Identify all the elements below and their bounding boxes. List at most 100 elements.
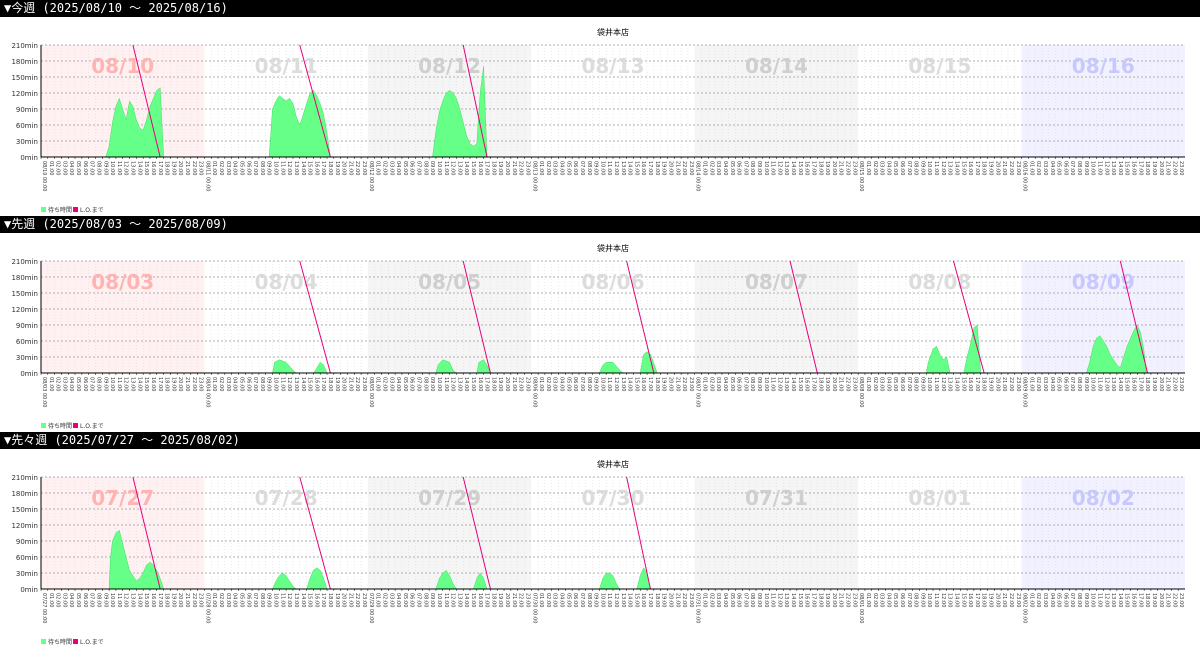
x-tick-label: 21:00 — [838, 161, 844, 175]
x-tick-label: 12:00 — [286, 161, 292, 175]
legend-swatch — [41, 423, 46, 428]
x-tick-label: 06:00 — [899, 377, 905, 391]
x-tick-label: 22:00 — [1171, 161, 1177, 175]
x-tick-label: 06:00 — [245, 377, 251, 391]
x-tick-label: 02:00 — [55, 377, 61, 391]
x-tick-label: 18:00 — [1144, 377, 1150, 391]
x-tick-label: 21:00 — [347, 161, 353, 175]
x-tick-label: 12:00 — [123, 161, 129, 175]
x-tick-label: 11:00 — [1096, 593, 1102, 607]
x-tick-label: 14:00 — [463, 593, 469, 607]
x-tick-label: 03:00 — [61, 593, 67, 607]
x-tick-label: 05:00 — [402, 377, 408, 391]
chart-title: 袋井本店 — [597, 243, 629, 253]
y-tick-label: 150min — [11, 506, 38, 514]
x-tick-label: 03:00 — [388, 593, 394, 607]
x-tick-label: 20:00 — [831, 377, 837, 391]
x-tick-label: 05:00 — [892, 377, 898, 391]
day-label: 07/30 — [582, 486, 645, 510]
x-tick-label: 07:00 — [742, 593, 748, 607]
x-tick-label: 10:00 — [599, 593, 605, 607]
x-tick-label: 12:00 — [776, 377, 782, 391]
x-tick-label: 19:00 — [1151, 161, 1157, 175]
x-tick-label: 02:00 — [218, 593, 224, 607]
x-tick-label: 04:00 — [722, 377, 728, 391]
x-tick-label: 19:00 — [497, 593, 503, 607]
x-tick-label: 17:00 — [1137, 161, 1143, 175]
x-tick-label: 22:00 — [1008, 593, 1014, 607]
x-tick-label: 09:00 — [919, 161, 925, 175]
x-tick-label: 08/05 00:00 — [368, 377, 374, 407]
lo-line — [1119, 260, 1149, 374]
x-tick-label: 11:00 — [933, 377, 939, 391]
x-tick-label: 17:00 — [320, 161, 326, 175]
y-tick-label: 30min — [16, 354, 38, 362]
x-tick-label: 17:00 — [320, 377, 326, 391]
x-tick-label: 23:00 — [198, 377, 204, 391]
x-tick-label: 08/12 00:00 — [368, 161, 374, 191]
x-tick-label: 14:00 — [1117, 593, 1123, 607]
x-tick-label: 19:00 — [1151, 593, 1157, 607]
x-tick-label: 12:00 — [940, 161, 946, 175]
x-tick-label: 11:00 — [116, 593, 122, 607]
day-label: 08/13 — [582, 54, 645, 78]
x-tick-label: 03:00 — [552, 593, 558, 607]
x-tick-label: 17:00 — [157, 593, 163, 607]
x-tick-label: 15:00 — [143, 161, 149, 175]
x-tick-label: 19:00 — [988, 377, 994, 391]
x-tick-label: 22:00 — [354, 593, 360, 607]
x-tick-label: 11:00 — [770, 593, 776, 607]
x-tick-label: 14:00 — [463, 161, 469, 175]
x-tick-label: 10:00 — [599, 377, 605, 391]
x-tick-label: 16:00 — [477, 593, 483, 607]
legend-swatch — [73, 639, 78, 644]
x-tick-label: 08/01 00:00 — [858, 593, 864, 623]
x-tick-label: 20:00 — [341, 593, 347, 607]
x-tick-label: 06:00 — [572, 593, 578, 607]
x-tick-label: 01:00 — [211, 161, 217, 175]
x-tick-label: 04:00 — [395, 161, 401, 175]
x-tick-label: 08:00 — [913, 161, 919, 175]
x-tick-label: 04:00 — [559, 161, 565, 175]
x-tick-label: 19:00 — [334, 377, 340, 391]
x-tick-label: 03:00 — [715, 161, 721, 175]
y-tick-label: 60min — [16, 554, 38, 562]
lo-line — [299, 476, 331, 590]
x-tick-label: 09:00 — [266, 593, 272, 607]
y-tick-label: 120min — [11, 90, 38, 98]
x-tick-label: 15:00 — [470, 377, 476, 391]
x-tick-label: 10:00 — [1090, 161, 1096, 175]
x-tick-label: 13:00 — [1110, 377, 1116, 391]
x-tick-label: 09:00 — [593, 377, 599, 391]
x-tick-label: 08/10 00:00 — [41, 161, 47, 191]
x-tick-label: 20:00 — [177, 593, 183, 607]
x-tick-label: 18:00 — [490, 377, 496, 391]
x-tick-label: 17:00 — [1137, 377, 1143, 391]
x-tick-label: 05:00 — [729, 593, 735, 607]
x-tick-label: 05:00 — [892, 161, 898, 175]
x-tick-label: 11:00 — [116, 377, 122, 391]
x-tick-label: 17:00 — [484, 161, 490, 175]
x-tick-label: 12:00 — [1103, 161, 1109, 175]
x-tick-label: 21:00 — [184, 161, 190, 175]
y-tick-label: 90min — [16, 322, 38, 330]
x-tick-label: 10:00 — [109, 377, 115, 391]
x-tick-label: 13:00 — [130, 377, 136, 391]
x-tick-label: 12:00 — [450, 377, 456, 391]
x-tick-label: 03:00 — [388, 161, 394, 175]
x-tick-label: 15:00 — [797, 161, 803, 175]
x-tick-label: 04:00 — [722, 593, 728, 607]
wait-time-chart: 0min 30min 60min 90min 120min 150min 180min 210… — [11, 243, 1185, 430]
x-tick-label: 09:00 — [756, 377, 762, 391]
lo-line — [789, 260, 818, 374]
x-tick-label: 13:00 — [947, 593, 953, 607]
x-tick-label: 20:00 — [994, 377, 1000, 391]
x-tick-label: 22:00 — [681, 377, 687, 391]
x-tick-label: 21:00 — [1165, 377, 1171, 391]
x-tick-label: 06:00 — [1062, 161, 1068, 175]
x-tick-label: 19:00 — [824, 161, 830, 175]
x-tick-label: 10:00 — [926, 593, 932, 607]
x-tick-label: 08:00 — [1076, 161, 1082, 175]
week-panel-last-week: ▼先週 (2025/08/03 ～ 2025/08/09) 0min 30min 6… — [0, 216, 1200, 432]
x-tick-label: 09:00 — [756, 593, 762, 607]
